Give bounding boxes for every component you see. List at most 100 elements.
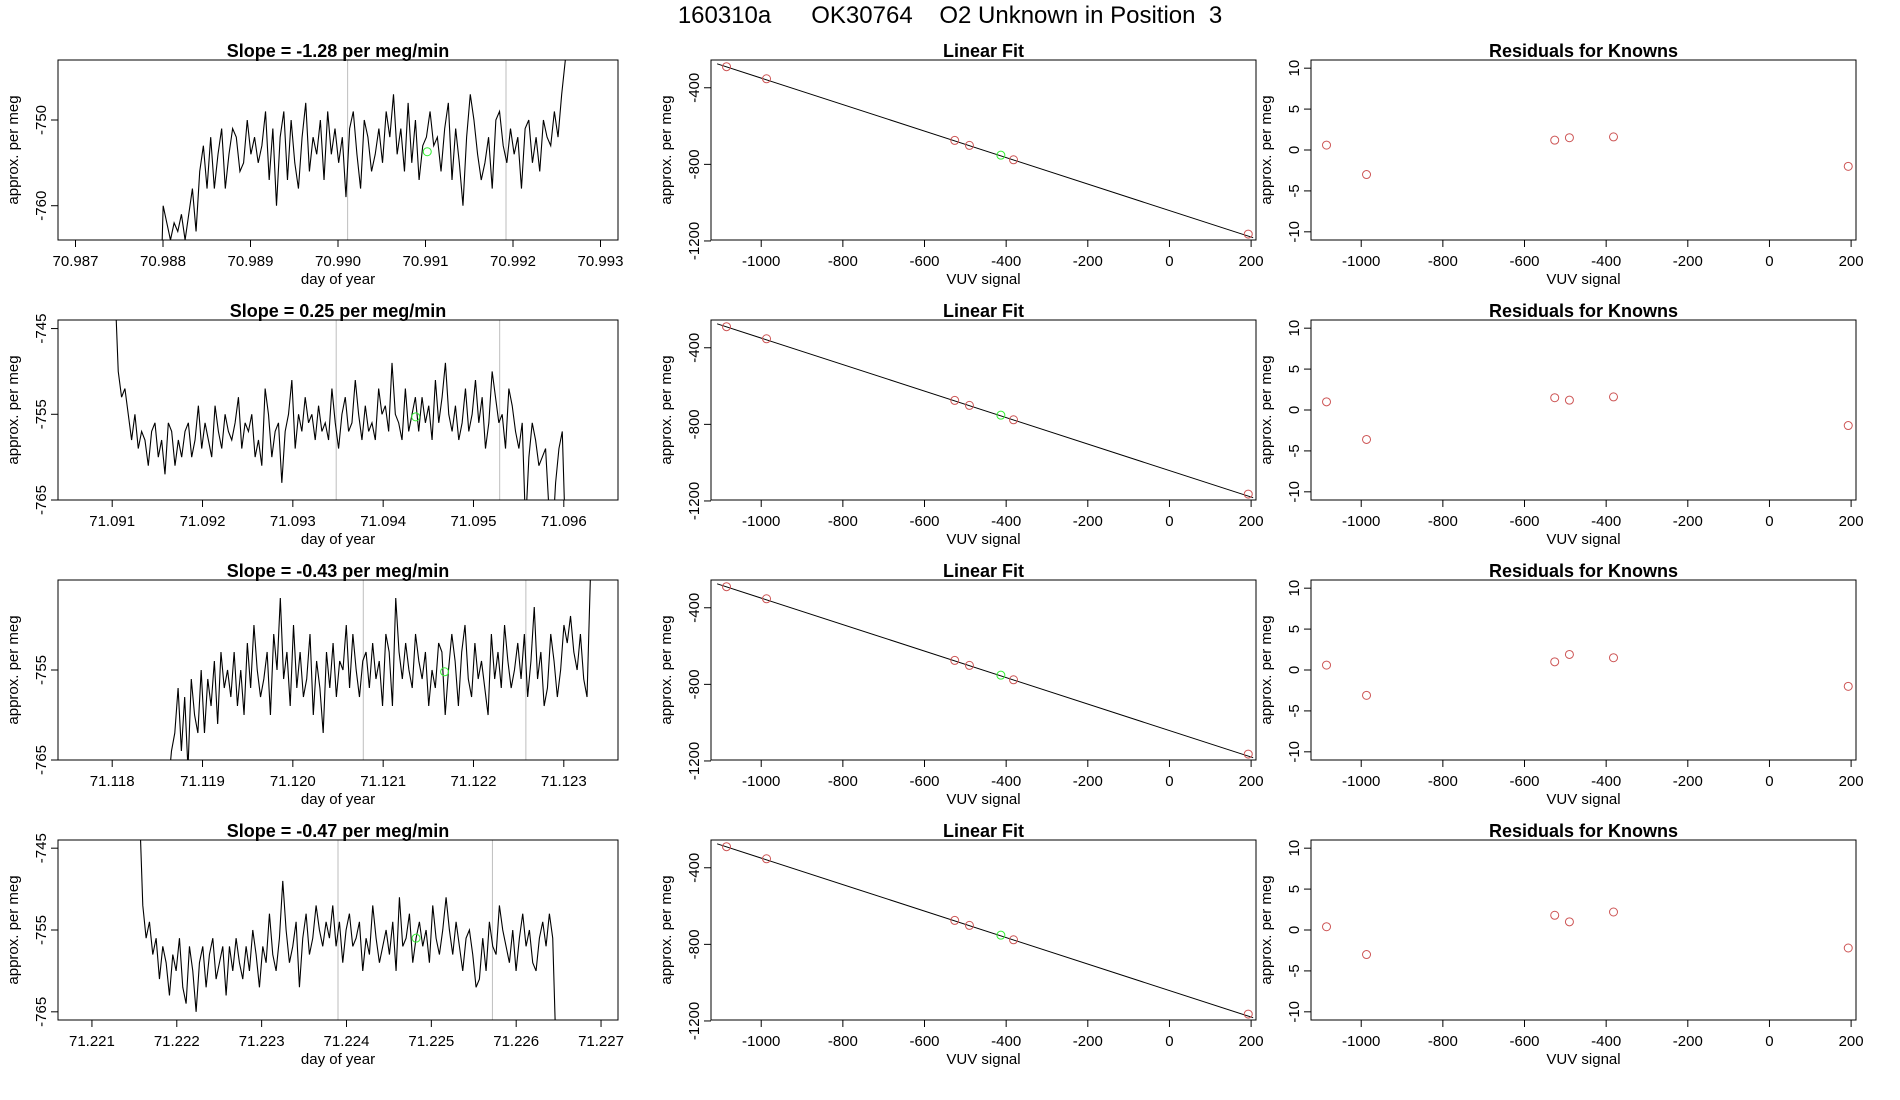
unknown-point xyxy=(996,150,1006,160)
plot-frame xyxy=(710,59,1257,241)
x-axis-label: VUV signal xyxy=(1546,791,1620,808)
x-tick-label: 200 xyxy=(1239,253,1264,270)
x-tick-label: -1000 xyxy=(742,513,780,530)
x-tick-label: -800 xyxy=(828,513,858,530)
plot-panel-1-linear-fit: Linear Fit -1000 -800 -600 -400 -200 0 200 -400 -… xyxy=(658,41,1264,288)
known-point xyxy=(1362,950,1372,960)
x-tick-label: -400 xyxy=(991,513,1021,530)
page-title: 160310a OK30764 O2 Unknown in Position 3 xyxy=(677,2,1223,29)
x-tick-label: -400 xyxy=(1591,1033,1621,1050)
y-axis-label: approx. per meg xyxy=(1258,95,1275,204)
x-tick-label: 71.222 xyxy=(154,1033,200,1050)
x-tick-label: -1000 xyxy=(742,1033,780,1050)
x-tick-label: 0 xyxy=(1765,253,1773,270)
x-tick-label: -600 xyxy=(1509,1033,1539,1050)
x-tick-label: 71.122 xyxy=(451,773,497,790)
x-tick-label: 71.121 xyxy=(360,773,406,790)
x-tick-label: -800 xyxy=(828,773,858,790)
known-point xyxy=(1009,675,1019,685)
x-tick-label: -400 xyxy=(1591,513,1621,530)
plot-area xyxy=(161,60,566,240)
known-point xyxy=(964,660,974,670)
unknown-point xyxy=(996,670,1006,680)
x-tick-label: 200 xyxy=(1839,253,1864,270)
y-axis-label: approx. per meg xyxy=(1258,615,1275,724)
plot-title: Slope = -0.47 per meg/min xyxy=(227,821,450,841)
y-axis-label: approx. per meg xyxy=(5,615,22,724)
x-tick-label: -800 xyxy=(1428,253,1458,270)
fit-line xyxy=(716,323,1254,499)
y-tick-label: 0 xyxy=(1286,666,1303,674)
x-tick-label: -600 xyxy=(1509,253,1539,270)
plot-title: Slope = -1.28 per meg/min xyxy=(227,41,450,61)
y-tick-label: -765 xyxy=(33,997,50,1027)
known-point xyxy=(1564,649,1574,659)
known-point xyxy=(1843,161,1853,171)
fit-line xyxy=(716,843,1254,1019)
y-tick-label: 0 xyxy=(1286,406,1303,414)
x-tick-label: -400 xyxy=(1591,253,1621,270)
plot-title: Residuals for Knowns xyxy=(1489,301,1678,321)
y-tick-label: -1200 xyxy=(686,742,703,780)
plot-title: Residuals for Knowns xyxy=(1489,41,1678,61)
x-tick-label: -600 xyxy=(909,513,939,530)
plot-panel-1-residuals: Residuals for Knowns-1000 -800 -600 -400 -20… xyxy=(1258,41,1864,288)
known-point xyxy=(1243,489,1253,499)
unknown-point xyxy=(411,933,421,943)
y-axis-label: approx. per meg xyxy=(5,875,22,984)
x-tick-label: -600 xyxy=(1509,773,1539,790)
x-tick-label: 200 xyxy=(1239,773,1264,790)
plot-frame xyxy=(1310,839,1857,1021)
plot-title: Residuals for Knowns xyxy=(1489,561,1678,581)
plot-panel-4-linear-fit: Linear Fit -1000 -800 -600 -400 -200 0 200 -400 -… xyxy=(658,821,1264,1068)
x-axis-label: day of year xyxy=(301,531,375,548)
x-tick-label: -800 xyxy=(828,253,858,270)
plot-title: Linear Fit xyxy=(943,301,1024,321)
series-line xyxy=(170,580,591,760)
y-tick-label: -1200 xyxy=(686,482,703,520)
x-tick-label: -400 xyxy=(991,1033,1021,1050)
x-tick-label: -800 xyxy=(1428,513,1458,530)
y-tick-label: -760 xyxy=(33,191,50,221)
plot-area xyxy=(140,840,556,1020)
plot-title: Linear Fit xyxy=(943,41,1024,61)
plot-frame xyxy=(57,319,619,501)
unknown-point xyxy=(422,147,432,157)
x-tick-label: -200 xyxy=(1673,253,1703,270)
y-tick-label: -10 xyxy=(1286,1001,1303,1023)
x-tick-label: 71.092 xyxy=(180,513,226,530)
x-tick-label: 0 xyxy=(1765,1033,1773,1050)
known-point xyxy=(722,842,732,852)
x-tick-label: 200 xyxy=(1239,1033,1264,1050)
plot-title: Residuals for Knowns xyxy=(1489,821,1678,841)
known-point xyxy=(1243,749,1253,759)
x-tick-label: 0 xyxy=(1165,513,1173,530)
x-axis-label: VUV signal xyxy=(946,791,1020,808)
plot-panel-2-residuals: Residuals for Knowns-1000 -800 -600 -400 -20… xyxy=(1258,301,1864,548)
y-tick-label: 5 xyxy=(1286,625,1303,633)
known-point xyxy=(1362,170,1372,180)
x-tick-label: -200 xyxy=(1073,773,1103,790)
series-line xyxy=(140,840,556,1020)
known-point xyxy=(1550,393,1560,403)
x-tick-label: -200 xyxy=(1673,1033,1703,1050)
known-point xyxy=(1843,943,1853,953)
y-axis-label: approx. per meg xyxy=(658,95,675,204)
known-point xyxy=(1322,397,1332,407)
plot-frame xyxy=(710,839,1257,1021)
plot-area xyxy=(716,582,1254,759)
y-tick-label: -5 xyxy=(1286,704,1303,717)
x-axis-label: VUV signal xyxy=(1546,531,1620,548)
known-point xyxy=(1009,935,1019,945)
x-tick-label: 71.095 xyxy=(451,513,497,530)
plot-title: Linear Fit xyxy=(943,561,1024,581)
y-axis-label: approx. per meg xyxy=(658,615,675,724)
y-tick-label: -750 xyxy=(33,105,50,135)
plot-area xyxy=(115,320,565,500)
plot-frame xyxy=(1310,319,1857,501)
plot-panel-3-linear-fit: Linear Fit -1000 -800 -600 -400 -200 0 200 -400 -… xyxy=(658,561,1264,808)
known-point xyxy=(950,655,960,665)
x-tick-label: 200 xyxy=(1839,773,1864,790)
x-tick-label: -1000 xyxy=(1342,1033,1380,1050)
plot-area xyxy=(1322,649,1853,700)
